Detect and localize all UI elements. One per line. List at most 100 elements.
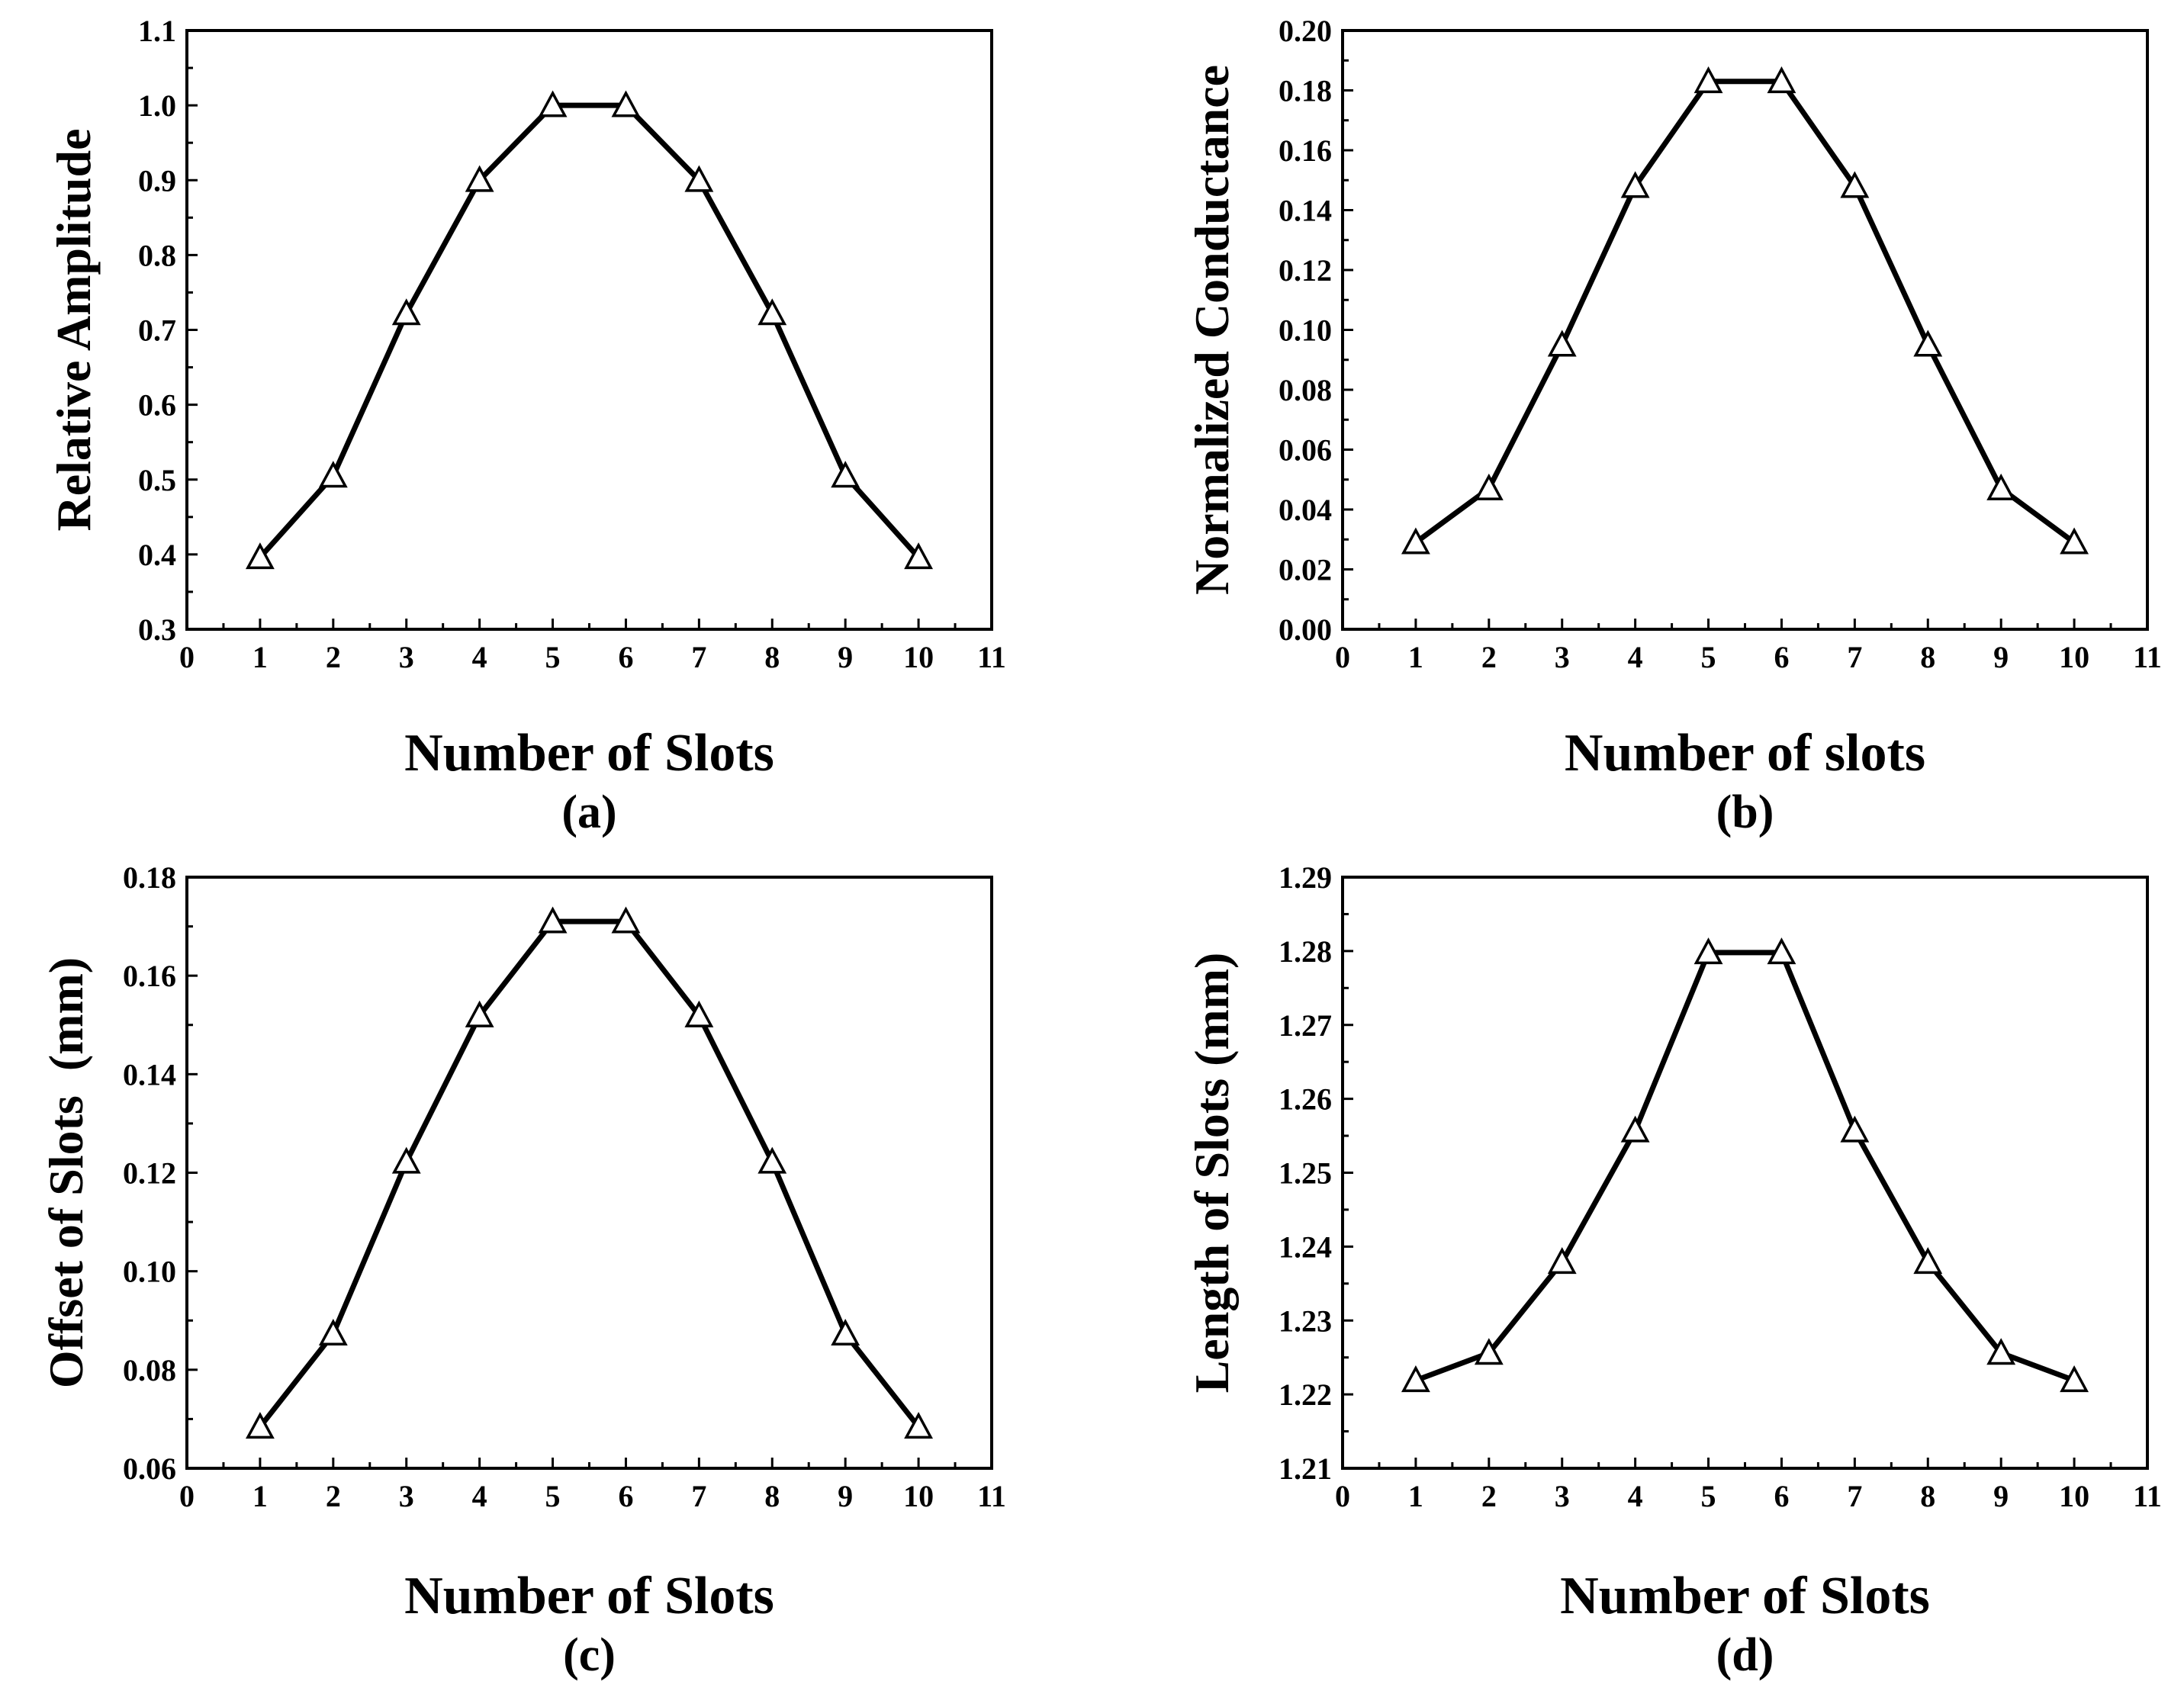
data-point-marker	[1767, 937, 1796, 965]
y-tick-label: 0.18	[1279, 74, 1332, 108]
x-tick-label: 5	[1701, 1479, 1716, 1513]
x-axis-label: Number of slots	[1565, 724, 1925, 783]
x-tick-label: 10	[2059, 640, 2089, 674]
y-tick-label: 0.4	[138, 538, 176, 572]
data-point-marker	[1986, 1338, 2016, 1365]
panel-label: (c)	[563, 1629, 616, 1681]
x-tick-label: 4	[472, 640, 487, 674]
panel-label: (a)	[561, 786, 616, 838]
data-point-marker	[831, 1319, 860, 1346]
chart-panel-1: 0 1 2 3 4 5 6 7 8 9 10 11 0.3 0.4 0.5 0.6 0.7 0.8 0.9 1.0 1.…	[47, 14, 1006, 838]
data-point-marker	[1474, 1338, 1504, 1365]
y-tick-label: 0.08	[123, 1353, 176, 1387]
y-tick-label: 0.8	[138, 238, 176, 272]
y-tick-label: 1.0	[138, 88, 176, 123]
y-tick-label: 1.28	[1279, 934, 1332, 969]
data-point-marker	[318, 461, 348, 488]
y-tick-label: 0.14	[1279, 194, 1332, 228]
x-axis-label: Number of Slots	[404, 724, 774, 783]
x-tick-label: 1	[252, 1479, 268, 1513]
y-tick-label: 0.9	[138, 163, 176, 198]
x-tick-label: 8	[1920, 640, 1935, 674]
panel-label: (d)	[1716, 1629, 1774, 1681]
series-line	[1414, 950, 2076, 1383]
data-point-marker	[2060, 1365, 2089, 1393]
y-tick-label: 1.29	[1279, 860, 1332, 895]
y-tick-label: 0.02	[1279, 553, 1332, 587]
y-axis-label: Offset of Slots (mm)	[39, 957, 93, 1388]
y-tick-label: 1.25	[1279, 1156, 1332, 1191]
data-point-marker	[757, 298, 787, 326]
x-tick-label: 3	[1555, 1479, 1570, 1513]
x-tick-label: 6	[618, 640, 633, 674]
series-line	[258, 918, 921, 1429]
plot-frame	[185, 876, 993, 1470]
y-tick-label: 1.23	[1279, 1304, 1332, 1338]
data-point-marker	[1547, 330, 1577, 357]
x-tick-label: 9	[1993, 640, 2009, 674]
y-tick-label: 1.21	[1279, 1451, 1332, 1486]
data-point-marker	[2060, 527, 2089, 555]
x-tick-label: 0	[1335, 640, 1350, 674]
x-tick-label: 11	[977, 1479, 1006, 1513]
y-tick-label: 0.10	[1279, 313, 1332, 348]
data-point-marker	[611, 906, 641, 934]
x-tick-label: 7	[691, 1479, 706, 1513]
data-point-marker	[1474, 473, 1504, 500]
x-tick-label: 7	[1847, 1479, 1862, 1513]
x-tick-label: 8	[764, 1479, 780, 1513]
x-tick-label: 7	[691, 640, 706, 674]
x-tick-label: 5	[545, 1479, 561, 1513]
y-tick-label: 1.1	[138, 14, 176, 48]
x-tick-label: 9	[838, 640, 853, 674]
y-axis-label: Length of Slots (mm)	[1185, 953, 1239, 1394]
plot-frame	[1341, 29, 2149, 631]
data-point-marker	[1547, 1247, 1577, 1275]
y-tick-label: 0.5	[138, 463, 176, 497]
x-tick-label: 0	[1335, 1479, 1350, 1513]
x-tick-label: 1	[252, 640, 268, 674]
y-tick-label: 0.04	[1279, 493, 1332, 527]
y-tick-label: 0.00	[1279, 612, 1332, 647]
data-point-marker	[611, 90, 641, 117]
chart-panel-4: 0 1 2 3 4 5 6 7 8 9 10 11 1.21 1.22 1.23 1.24 1.25 1.26 1.…	[1185, 860, 2162, 1681]
chart-panel-2: 0 1 2 3 4 5 6 7 8 9 10 11 0.00 0.02 0.04 0.06 0.08 0.10 0.…	[1185, 14, 2162, 838]
x-tick-label: 5	[1701, 640, 1716, 674]
data-point-marker	[391, 1146, 421, 1174]
y-tick-label: 0.7	[138, 313, 176, 348]
y-tick-label: 1.22	[1279, 1378, 1332, 1412]
y-tick-label: 0.6	[138, 388, 176, 423]
x-tick-label: 5	[545, 640, 561, 674]
data-point-marker	[1620, 171, 1650, 198]
x-tick-label: 2	[326, 640, 341, 674]
y-tick-label: 0.18	[123, 860, 176, 895]
data-point-marker	[1693, 66, 1723, 94]
y-tick-label: 0.06	[123, 1451, 176, 1486]
x-tick-label: 0	[179, 640, 195, 674]
x-tick-label: 3	[399, 640, 414, 674]
x-tick-label: 10	[2059, 1479, 2089, 1513]
data-point-marker	[538, 906, 568, 934]
y-tick-label: 0.12	[123, 1156, 176, 1191]
series-line	[258, 102, 921, 560]
data-point-marker	[1401, 1365, 1430, 1393]
y-axis-label: Relative Amplitude	[47, 129, 101, 532]
data-point-marker	[391, 298, 421, 326]
y-tick-label: 1.26	[1279, 1082, 1332, 1117]
x-tick-label: 2	[326, 1479, 341, 1513]
x-tick-label: 6	[618, 1479, 633, 1513]
x-tick-label: 0	[179, 1479, 195, 1513]
x-axis-label: Number of Slots	[404, 1567, 774, 1625]
data-point-marker	[1986, 473, 2016, 500]
x-tick-label: 11	[977, 640, 1006, 674]
data-point-marker	[538, 90, 568, 117]
x-tick-label: 1	[1408, 1479, 1423, 1513]
data-point-marker	[757, 1146, 787, 1174]
x-tick-label: 9	[838, 1479, 853, 1513]
x-tick-label: 3	[399, 1479, 414, 1513]
data-point-marker	[1620, 1115, 1650, 1143]
data-point-marker	[904, 1412, 934, 1439]
data-point-marker	[904, 542, 934, 570]
data-point-marker	[465, 1000, 494, 1027]
